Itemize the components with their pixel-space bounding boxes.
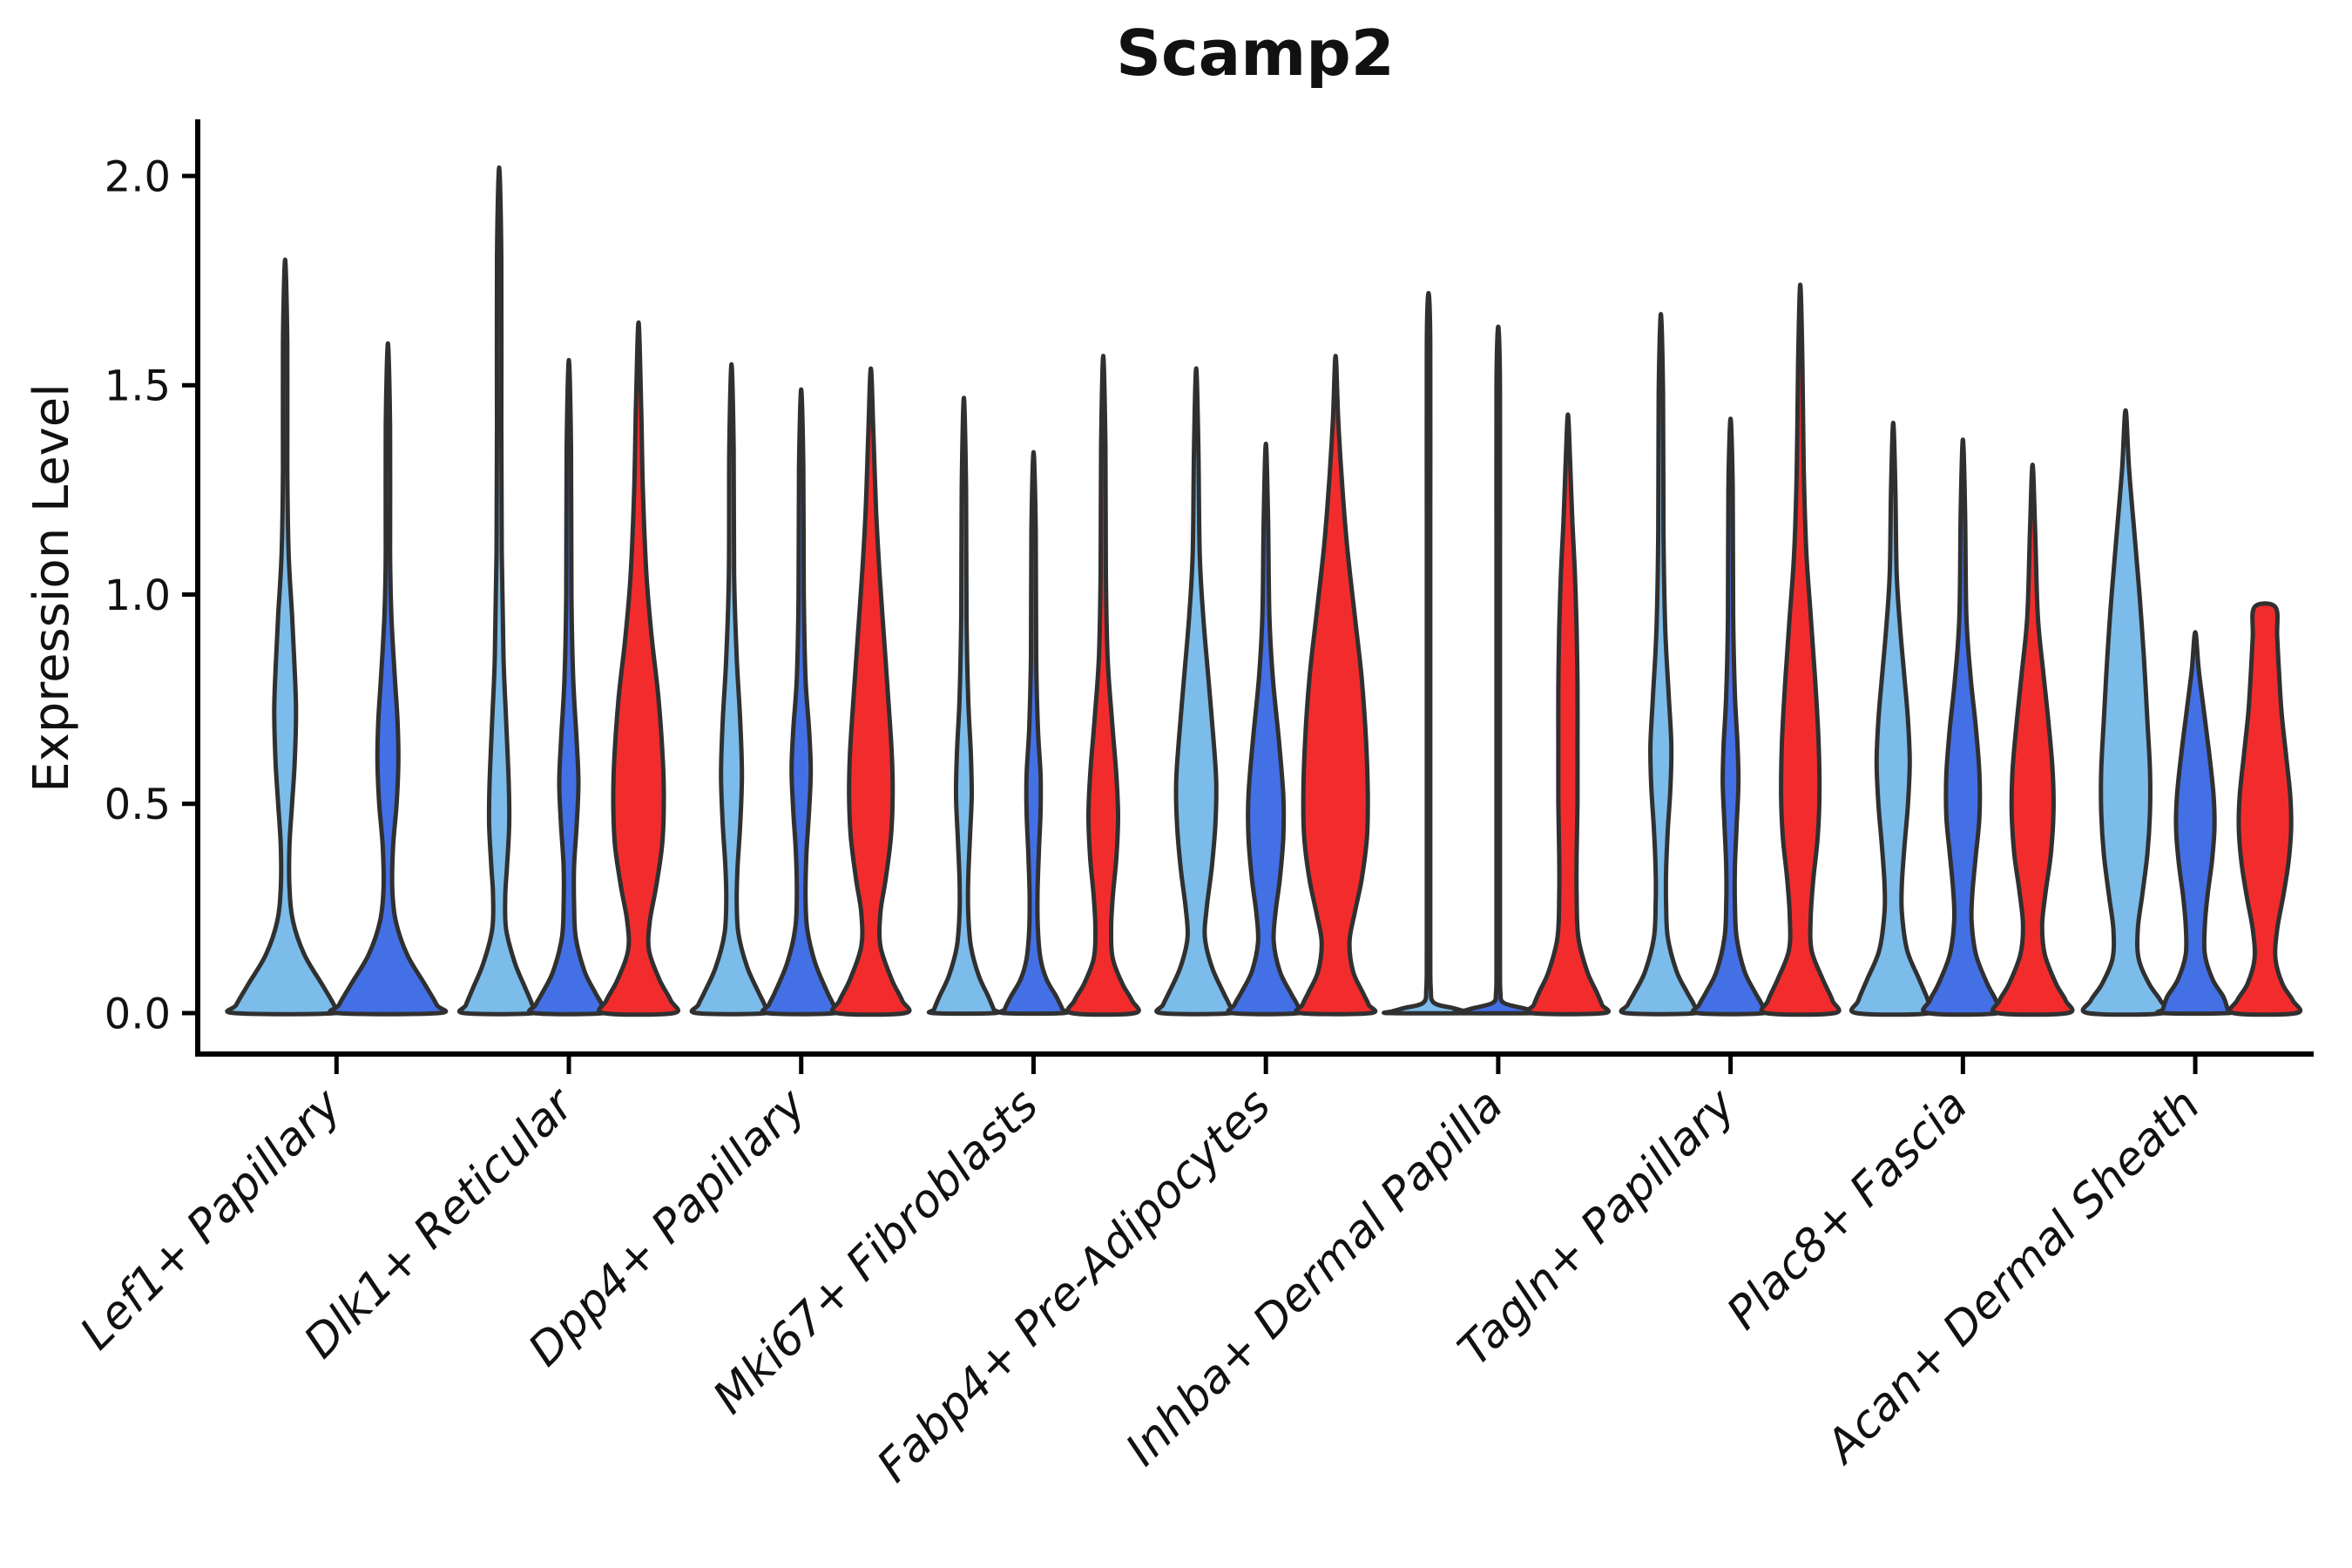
violin-plac8-fascia-dark-blue — [1921, 437, 2005, 1017]
violin-inhba-dermal-papilla-dark-blue — [1451, 324, 1545, 1016]
violin-acan-dermal-sheath-dark-blue — [2155, 630, 2236, 1017]
y-axis-label: Expression Level — [24, 383, 80, 793]
violin-lef1-papillary-dark-blue — [328, 341, 449, 1017]
y-tick-label: 0.0 — [105, 990, 171, 1038]
y-tick-label: 2.0 — [105, 152, 171, 201]
x-tick-label: Inhba+ Dermal Papilla — [1116, 1079, 1513, 1477]
y-tick-label: 1.0 — [105, 571, 171, 620]
violin-lef1-papillary-light-blue — [225, 257, 346, 1017]
x-tick-label: Fabp4+ Pre-Adipocytes — [868, 1079, 1281, 1493]
violin-tagln-papillary-dark-blue — [1690, 416, 1771, 1017]
violin-acan-dermal-sheath-red — [2227, 601, 2303, 1017]
violin-mki67-fibroblasts-dark-blue — [997, 449, 1070, 1017]
violin-mki67-fibroblasts-red — [1065, 354, 1141, 1017]
violin-plac8-fascia-light-blue — [1848, 421, 1937, 1017]
violin-fabp4-pre-adipocytes-dark-blue — [1226, 442, 1306, 1017]
x-tick-label: Acan+ Dermal Sheath — [1815, 1079, 2210, 1475]
violin-inhba-dermal-papilla-light-blue — [1382, 291, 1476, 1016]
violin-dlk1-reticular-dark-blue — [526, 357, 612, 1017]
violin-dpp4-papillary-light-blue — [689, 362, 774, 1017]
violin-acan-dermal-sheath-light-blue — [2080, 408, 2171, 1017]
chart-title: Scamp2 — [1116, 17, 1395, 90]
violin-fabp4-pre-adipocytes-red — [1294, 354, 1378, 1017]
violin-tagln-papillary-light-blue — [1619, 312, 1703, 1017]
x-tick-label: Plac8+ Fascia — [1717, 1079, 1977, 1340]
violin-dlk1-reticular-red — [597, 320, 680, 1017]
violin-tagln-papillary-red — [1759, 282, 1842, 1017]
violin-dlk1-reticular-light-blue — [456, 165, 542, 1017]
violin-dpp4-papillary-dark-blue — [760, 387, 842, 1017]
violin-mki67-fibroblasts-light-blue — [926, 395, 1002, 1017]
violin-inhba-dermal-papilla-red — [1524, 412, 1611, 1017]
violin-plac8-fascia-red — [1990, 463, 2075, 1017]
violin-fabp4-pre-adipocytes-light-blue — [1154, 366, 1239, 1017]
y-tick-label: 0.5 — [105, 781, 171, 829]
y-tick-label: 1.5 — [105, 362, 171, 411]
violin-dpp4-papillary-red — [829, 366, 912, 1017]
